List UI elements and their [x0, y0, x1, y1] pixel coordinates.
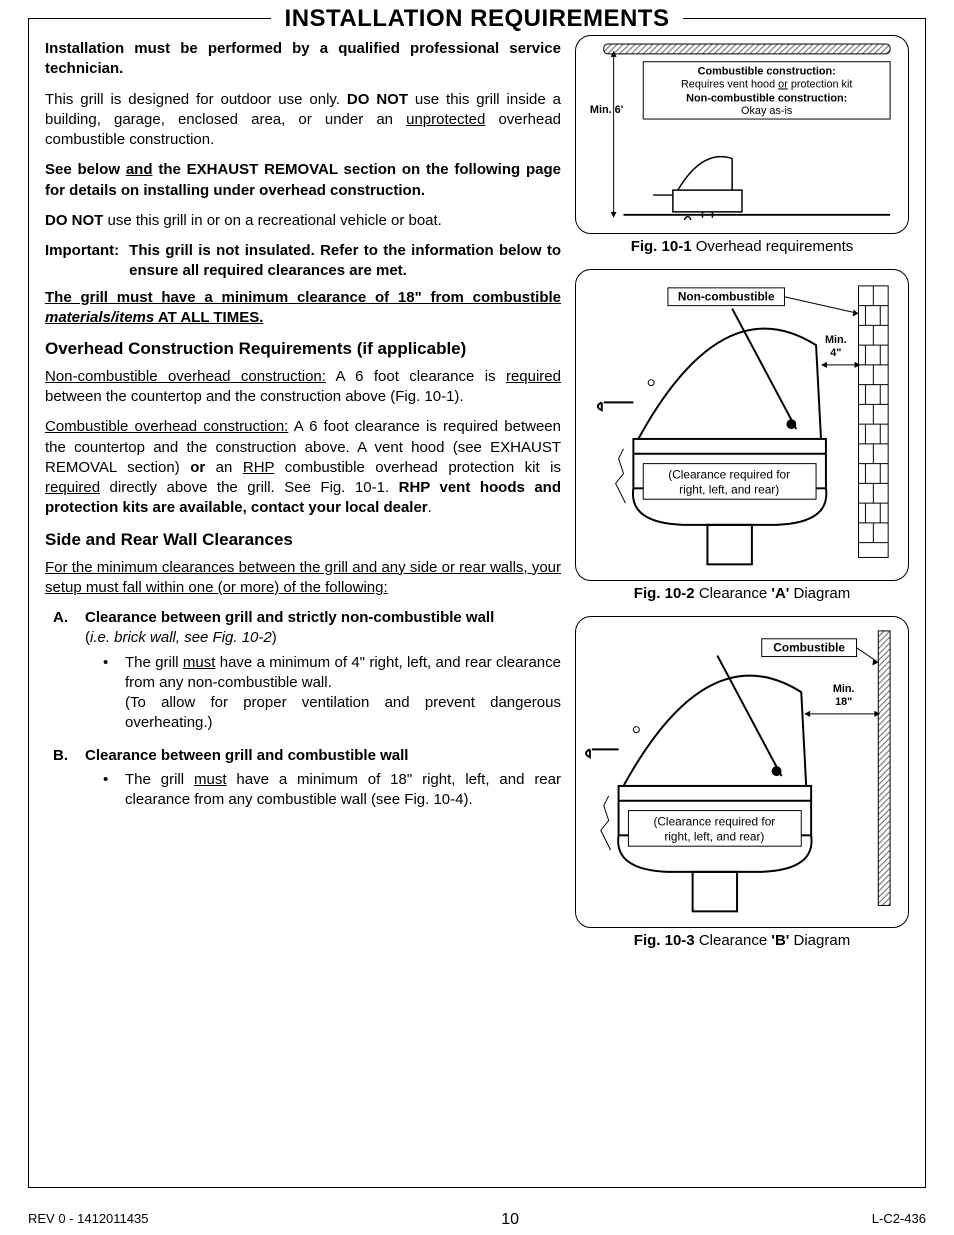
para-side-intro: For the minimum clearances between the g… — [45, 558, 561, 599]
svg-text:Combustible: Combustible — [773, 641, 845, 655]
page-footer: REV 0 - 1412011435 10 L-C2-436 — [28, 1211, 926, 1229]
list-item-a: A. Clearance between grill and strictly … — [53, 608, 561, 738]
para-installer: Installation must be performed by a qual… — [45, 39, 561, 80]
svg-text:18": 18" — [835, 696, 852, 708]
para-outdoor: This grill is designed for outdoor use o… — [45, 90, 561, 151]
body-text-column: Installation must be performed by a qual… — [45, 35, 561, 963]
para-rv: DO NOT use this grill in or on a recreat… — [45, 211, 561, 231]
fig3-svg: Combustible Min. 18" — [584, 623, 900, 914]
fig1-caption: Fig. 10-1 Overhead requirements — [575, 238, 909, 255]
list-item-b: B. Clearance between grill and combustib… — [53, 746, 561, 815]
fig1-svg: Min. 6' Combustible construction: Requir… — [584, 42, 900, 220]
footer-rev: REV 0 - 1412011435 — [28, 1211, 148, 1229]
svg-text:Min.: Min. — [825, 334, 847, 346]
svg-text:Non-combustible construction:: Non-combustible construction: — [686, 92, 847, 104]
para-18-clearance: The grill must have a minimum clearance … — [45, 288, 561, 329]
figure-column: Min. 6' Combustible construction: Requir… — [575, 35, 909, 963]
fig2-svg: Non-combustible Min. 4" — [584, 276, 900, 567]
svg-text:Requires vent hood or protecti: Requires vent hood or protection kit — [681, 78, 852, 90]
figure-10-1: Min. 6' Combustible construction: Requir… — [575, 35, 909, 234]
bullet-icon: • — [103, 653, 115, 734]
svg-text:4": 4" — [830, 347, 841, 359]
footer-docid: L-C2-436 — [872, 1211, 926, 1229]
svg-text:right, left, and rear): right, left, and rear) — [664, 829, 764, 843]
bullet-icon: • — [103, 770, 115, 811]
figure-10-2: Non-combustible Min. 4" — [575, 269, 909, 581]
fig3-caption: Fig. 10-3 Clearance 'B' Diagram — [575, 932, 909, 949]
para-see-below: See below and the EXHAUST REMOVAL sectio… — [45, 160, 561, 201]
clearance-list: A. Clearance between grill and strictly … — [45, 608, 561, 814]
para-comb-overhead: Combustible overhead construction: A 6 f… — [45, 417, 561, 518]
heading-side-rear: Side and Rear Wall Clearances — [45, 529, 561, 552]
svg-text:Min. 6': Min. 6' — [590, 104, 624, 116]
page-title: INSTALLATION REQUIREMENTS — [271, 5, 684, 32]
svg-text:Non-combustible: Non-combustible — [678, 289, 775, 303]
footer-pagenum: 10 — [501, 1211, 519, 1229]
svg-text:Okay as-is: Okay as-is — [741, 105, 793, 117]
svg-text:Min.: Min. — [833, 683, 855, 695]
svg-text:right, left, and rear): right, left, and rear) — [679, 482, 779, 496]
page-frame: INSTALLATION REQUIREMENTS Installation m… — [28, 18, 926, 1188]
svg-text:(Clearance required for: (Clearance required for — [653, 815, 775, 829]
svg-text:Combustible construction:: Combustible construction: — [698, 66, 836, 78]
fig2-caption: Fig. 10-2 Clearance 'A' Diagram — [575, 585, 909, 602]
heading-overhead: Overhead Construction Requirements (if a… — [45, 338, 561, 361]
important-row: Important: This grill is not insulated. … — [45, 241, 561, 282]
svg-text:(Clearance required for: (Clearance required for — [668, 467, 790, 481]
figure-10-3: Combustible Min. 18" — [575, 616, 909, 928]
para-noncomb-overhead: Non-combustible overhead construction: A… — [45, 367, 561, 408]
